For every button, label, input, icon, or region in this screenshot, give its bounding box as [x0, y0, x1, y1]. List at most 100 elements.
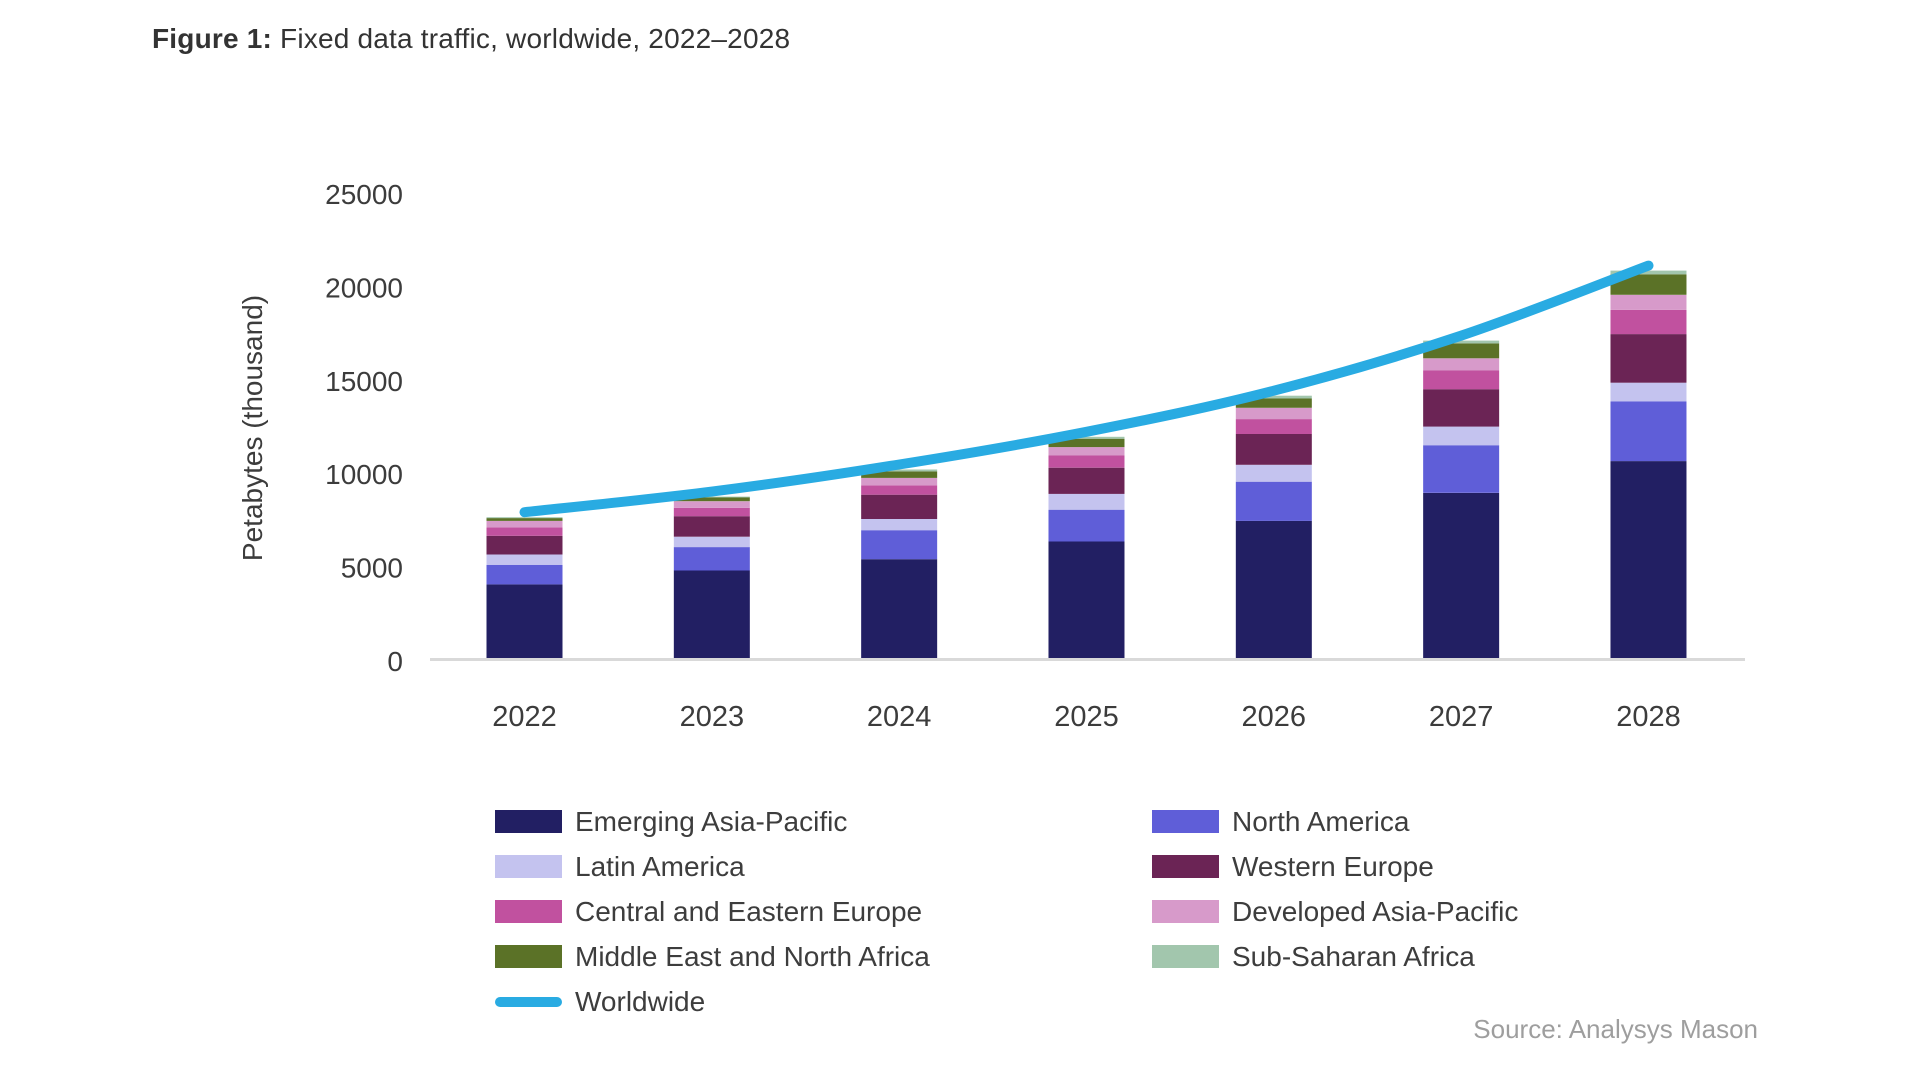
- bar-segment-2024-middle-east-and-north-africa: [861, 471, 938, 478]
- y-axis-tick-labels: 0 5000 10000 15000 20000 25000: [325, 179, 403, 677]
- x-axis-tick-labels: 2022 2023 2024 2025 2026 2027 2028: [492, 701, 1680, 733]
- bar-segment-2023-developed-asia-pacific: [673, 501, 750, 508]
- bar-segment-2023-sub-saharan-africa: [673, 496, 750, 498]
- bar-segment-2025-latin-america: [1048, 493, 1125, 510]
- legend-swatch-emerging-asia-pacific: [495, 810, 562, 833]
- legend-line-swatch-worldwide: [495, 996, 562, 1007]
- source-credit: Source: Analysys Mason: [1473, 1014, 1758, 1044]
- bar-segment-2026-latin-america: [1235, 464, 1312, 482]
- bar-segment-2025-sub-saharan-africa: [1048, 436, 1125, 439]
- legend-item-central-and-eastern-europe: Central and Eastern Europe: [495, 896, 1152, 928]
- legend-label: Worldwide: [575, 985, 706, 1017]
- legend-item-emerging-asia-pacific: Emerging Asia-Pacific: [495, 806, 1152, 838]
- bar-segment-2024-sub-saharan-africa: [861, 469, 938, 472]
- bar-segment-2026-middle-east-and-north-africa: [1235, 398, 1312, 408]
- chart-legend: Emerging Asia-Pacific North America Latin …: [495, 799, 1518, 1024]
- legend-swatch-latin-america: [495, 855, 562, 878]
- bar-segment-2022-sub-saharan-africa: [486, 517, 563, 519]
- bar-segment-2024-central-and-eastern-europe: [861, 485, 938, 495]
- bar-segment-2027-sub-saharan-africa: [1423, 340, 1500, 344]
- x-axis-tick-label-2024: 2024: [867, 701, 932, 733]
- bar-segment-2026-central-and-eastern-europe: [1235, 419, 1312, 434]
- x-axis-line: [430, 658, 1745, 661]
- bar-segment-2026-north-america: [1235, 481, 1312, 521]
- legend-item-developed-asia-pacific: Developed Asia-Pacific: [1152, 896, 1518, 928]
- figure-title: Figure 1: Fixed data traffic, worldwide,…: [152, 22, 790, 56]
- bar-segment-2027-western-europe: [1423, 389, 1500, 427]
- legend-swatch-north-america: [1152, 810, 1219, 833]
- bar-segment-2026-emerging-asia-pacific: [1235, 520, 1312, 661]
- bar-segment-2028-developed-asia-pacific: [1610, 294, 1687, 310]
- bar-segment-2028-latin-america: [1610, 382, 1687, 402]
- x-axis-tick-label-2028: 2028: [1616, 701, 1681, 733]
- figure-title-text: Fixed data traffic, worldwide, 2022–2028: [272, 23, 791, 54]
- bar-segment-2025-developed-asia-pacific: [1048, 447, 1125, 456]
- legend-label: Developed Asia-Pacific: [1232, 895, 1519, 927]
- bar-segment-2022-developed-asia-pacific: [486, 520, 563, 528]
- bar-segment-2027-central-and-eastern-europe: [1423, 370, 1500, 390]
- legend-item-latin-america: Latin America: [495, 851, 1152, 883]
- bar-segment-2025-central-and-eastern-europe: [1048, 455, 1125, 468]
- x-axis-tick-label-2026: 2026: [1242, 701, 1307, 733]
- legend-item-worldwide: Worldwide: [495, 986, 1152, 1018]
- figure-number-label: Figure 1:: [152, 23, 273, 54]
- bar-segment-2025-middle-east-and-north-africa: [1048, 438, 1125, 448]
- bar-segment-2027-latin-america: [1423, 426, 1500, 446]
- legend-label: North America: [1232, 805, 1410, 837]
- bar-segment-2023-middle-east-and-north-africa: [673, 497, 750, 502]
- bar-segment-2023-emerging-asia-pacific: [673, 570, 750, 661]
- bar-segment-2028-central-and-eastern-europe: [1610, 309, 1687, 335]
- bar-segment-2022-middle-east-and-north-africa: [486, 518, 563, 521]
- y-axis-tick-label: 15000: [325, 366, 403, 397]
- bar-segment-2023-central-and-eastern-europe: [673, 507, 750, 517]
- y-axis-tick-label: 25000: [325, 179, 403, 210]
- bar-segment-2022-north-america: [486, 564, 563, 585]
- bar-segment-2025-emerging-asia-pacific: [1048, 541, 1125, 661]
- y-axis-tick-label: 5000: [341, 553, 403, 584]
- legend-label: Sub-Saharan Africa: [1232, 940, 1475, 972]
- legend-label: Latin America: [575, 850, 745, 882]
- x-axis-tick-label-2027: 2027: [1429, 701, 1494, 733]
- legend-label: Central and Eastern Europe: [575, 895, 923, 927]
- bar-segment-2023-western-europe: [673, 516, 750, 537]
- bar-segment-2027-developed-asia-pacific: [1423, 358, 1500, 371]
- legend-item-sub-saharan-africa: Sub-Saharan Africa: [1152, 941, 1518, 973]
- legend-label: Emerging Asia-Pacific: [575, 805, 848, 837]
- legend-label: Western Europe: [1232, 850, 1434, 882]
- bar-series-group: [486, 270, 1687, 661]
- bar-segment-2022-western-europe: [486, 535, 563, 555]
- bar-segment-2022-latin-america: [486, 554, 563, 565]
- bar-segment-2027-emerging-asia-pacific: [1423, 492, 1500, 661]
- x-axis-tick-label-2022: 2022: [492, 701, 557, 733]
- bar-segment-2026-sub-saharan-africa: [1235, 395, 1312, 399]
- bar-segment-2024-developed-asia-pacific: [861, 477, 938, 486]
- bar-segment-2022-central-and-eastern-europe: [486, 527, 563, 536]
- x-axis-tick-label-2023: 2023: [680, 701, 745, 733]
- legend-swatch-middle-east-and-north-africa: [495, 945, 562, 968]
- bar-segment-2028-north-america: [1610, 401, 1687, 462]
- bar-segment-2028-sub-saharan-africa: [1610, 270, 1687, 275]
- bar-segment-2022-emerging-asia-pacific: [486, 584, 563, 661]
- legend-swatch-central-and-eastern-europe: [495, 900, 562, 923]
- legend-item-north-america: North America: [1152, 806, 1518, 838]
- bar-segment-2028-western-europe: [1610, 334, 1687, 383]
- legend-swatch-western-europe: [1152, 855, 1219, 878]
- x-axis-tick-label-2025: 2025: [1054, 701, 1119, 733]
- bar-segment-2027-north-america: [1423, 445, 1500, 493]
- bar-segment-2028-emerging-asia-pacific: [1610, 461, 1687, 661]
- legend-item-middle-east-and-north-africa: Middle East and North Africa: [495, 941, 1152, 973]
- stacked-bar-chart: Petabytes (thousand) 0 5000 10000 15000 2000…: [237, 179, 1745, 733]
- y-axis-tick-label: 20000: [325, 272, 403, 303]
- worldwide-line: [519, 260, 1654, 518]
- bar-segment-2028-middle-east-and-north-africa: [1610, 274, 1687, 295]
- bar-segment-2024-north-america: [861, 530, 938, 560]
- bar-segment-2025-western-europe: [1048, 467, 1125, 494]
- bar-segment-2025-north-america: [1048, 509, 1125, 542]
- bar-segment-2026-developed-asia-pacific: [1235, 407, 1312, 420]
- y-axis-title: Petabytes (thousand): [237, 295, 268, 561]
- legend-swatch-sub-saharan-africa: [1152, 945, 1219, 968]
- legend-swatch-developed-asia-pacific: [1152, 900, 1219, 923]
- y-axis-tick-label: 0: [387, 646, 403, 677]
- bar-segment-2024-western-europe: [861, 494, 938, 519]
